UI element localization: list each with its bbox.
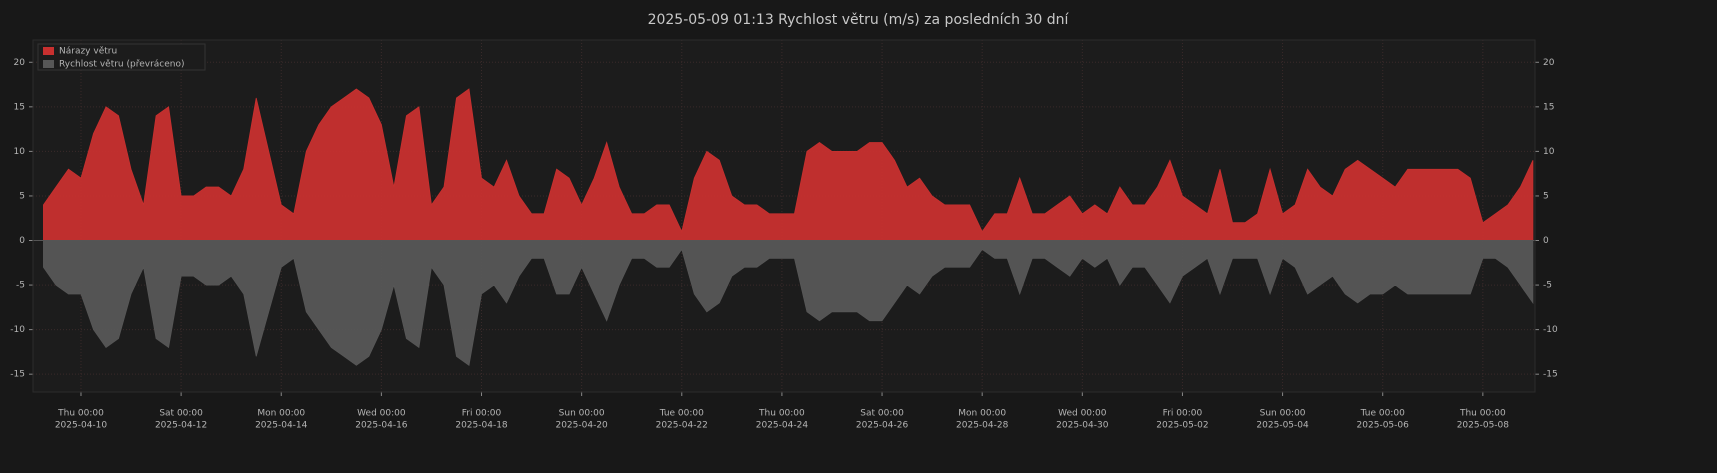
x-tick-label: Tue 00:00 <box>1360 409 1405 419</box>
x-tick-label: 2025-05-04 <box>1256 421 1309 431</box>
y-tick-label: 0 <box>19 236 25 246</box>
x-tick-label: 2025-04-24 <box>756 421 809 431</box>
area <box>43 240 1534 366</box>
area <box>43 88 1534 241</box>
legend-swatch <box>43 60 54 68</box>
legend-label: Rychlost větru (převráceno) <box>59 60 185 70</box>
y-tick-label: -15 <box>10 370 25 380</box>
x-tick-label: Sun 00:00 <box>559 409 605 419</box>
x-tick-label: Wed 00:00 <box>357 409 406 419</box>
x-tick-label: Sat 00:00 <box>860 409 904 419</box>
y-tick-label: 10 <box>1543 147 1555 157</box>
x-tick-label: 2025-04-28 <box>956 421 1009 431</box>
x-tick-label: 2025-04-10 <box>55 421 108 431</box>
x-tick-label: 2025-05-02 <box>1156 421 1208 431</box>
x-tick-label: Mon 00:00 <box>958 409 1006 419</box>
x-tick-label: 2025-04-16 <box>355 421 408 431</box>
x-tick-label: Tue 00:00 <box>659 409 704 419</box>
x-tick-label: 2025-05-08 <box>1457 421 1510 431</box>
x-tick-label: Sun 00:00 <box>1260 409 1306 419</box>
x-tick-label: 2025-04-30 <box>1056 421 1109 431</box>
y-tick-label: -5 <box>16 281 25 291</box>
y-tick-label: 10 <box>14 147 26 157</box>
y-tick-label: -15 <box>1543 370 1558 380</box>
legend-label: Nárazy větru <box>59 47 117 57</box>
y-tick-label: 20 <box>14 58 26 68</box>
y-tick-label: -5 <box>1543 281 1552 291</box>
y-tick-label: -10 <box>10 325 25 335</box>
x-tick-label: Thu 00:00 <box>57 409 104 419</box>
x-tick-label: 2025-04-12 <box>155 421 207 431</box>
x-tick-label: Wed 00:00 <box>1058 409 1107 419</box>
x-tick-label: Mon 00:00 <box>257 409 305 419</box>
legend-swatch <box>43 47 54 55</box>
x-tick-label: 2025-05-06 <box>1357 421 1410 431</box>
x-tick-label: 2025-04-18 <box>455 421 508 431</box>
y-tick-label: -10 <box>1543 325 1558 335</box>
x-tick-label: 2025-04-14 <box>255 421 308 431</box>
x-tick-label: Fri 00:00 <box>462 409 502 419</box>
x-tick-label: 2025-04-26 <box>856 421 909 431</box>
y-tick-label: 20 <box>1543 58 1555 68</box>
x-tick-label: Fri 00:00 <box>1163 409 1203 419</box>
legend-box <box>37 43 206 71</box>
y-tick-label: 5 <box>19 191 25 201</box>
x-tick-label: Sat 00:00 <box>159 409 203 419</box>
x-tick-label: 2025-04-22 <box>656 421 708 431</box>
y-tick-label: 15 <box>14 102 25 112</box>
x-tick-label: Thu 00:00 <box>758 409 805 419</box>
plot-frame <box>32 39 1536 393</box>
y-tick-label: 0 <box>1543 236 1549 246</box>
x-tick-label: Thu 00:00 <box>1459 409 1506 419</box>
chart-title: 2025-05-09 01:13 Rychlost větru (m/s) za… <box>648 12 1070 28</box>
y-tick-label: 5 <box>1543 191 1549 201</box>
x-tick-label: 2025-04-20 <box>555 421 608 431</box>
y-tick-label: 15 <box>1543 102 1554 112</box>
